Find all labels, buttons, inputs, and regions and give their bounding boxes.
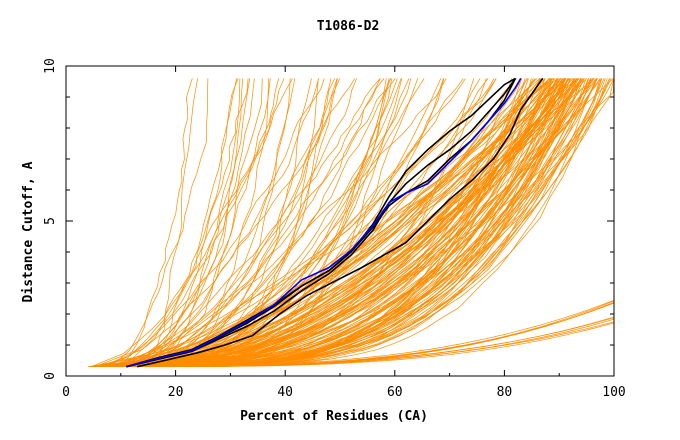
highlighted-model-curves [126,77,544,368]
x-tick-label: 40 [277,385,293,400]
model-curve [115,78,594,368]
model-curve [109,78,541,368]
model-curve [109,78,589,368]
model-curve [92,78,578,368]
model-curve [94,78,325,368]
model-curve [90,78,293,368]
y-tick-label: 0 [43,372,58,380]
model-curve [116,78,572,368]
x-tick-label: 80 [497,385,513,400]
model-curve [94,78,209,368]
model-curve [107,78,598,368]
model-curve [107,78,396,368]
model-curve [114,78,563,368]
background-model-curves [88,78,615,368]
model-curve [108,78,516,368]
x-tick-label: 0 [62,385,70,400]
model-curve [106,78,244,368]
chart-title: T1086-D2 [317,19,380,34]
model-curve [140,78,561,368]
model-curve [102,299,615,368]
y-axis-label: Distance Cutoff, A [21,161,36,302]
model-curve [101,78,475,368]
y-tick-label: 10 [43,58,58,74]
model-curve [128,78,523,368]
highlight-model-curve [126,77,517,368]
model-curve [108,78,481,368]
model-curve [102,78,552,368]
model-curve [137,78,385,368]
x-tick-label: 20 [168,385,184,400]
model-curve [90,78,546,368]
model-curve [123,78,280,367]
model-curve [144,78,601,368]
model-curve [114,78,603,368]
model-curve [101,78,559,368]
x-tick-label: 60 [387,385,403,400]
model-curve [100,78,611,368]
model-curve [119,78,542,368]
x-axis-label: Percent of Residues (CA) [240,409,428,424]
model-curve [133,78,612,368]
model-curve [113,78,551,368]
model-curve [124,78,561,368]
model-curve [139,78,578,368]
model-curve [120,78,553,368]
highlight-model-curve [137,77,544,368]
model-curve [114,78,358,368]
best-model-curve [126,77,522,368]
y-tick-label: 5 [43,217,58,225]
model-curve [93,78,271,368]
model-curve [123,78,381,368]
model-curve [129,78,390,368]
x-tick-label: 100 [602,385,625,400]
model-curve [107,78,563,368]
model-curve [125,78,447,368]
model-curve [121,78,193,367]
model-curve [104,78,598,368]
model-curve [129,78,495,368]
axis-ticks: 0 20 40 60 80 100 0 5 10 [43,58,626,400]
model-curve [135,78,579,368]
model-curve [103,78,576,368]
model-curve [126,78,567,368]
model-curve [122,78,574,368]
model-curve [139,78,466,368]
model-curve [133,78,603,368]
model-curve [118,78,615,368]
model-curve [138,78,575,368]
model-curve [107,78,582,368]
model-curve [101,78,517,368]
model-curve [93,78,239,368]
model-curve [119,78,528,368]
model-curve [132,78,249,368]
